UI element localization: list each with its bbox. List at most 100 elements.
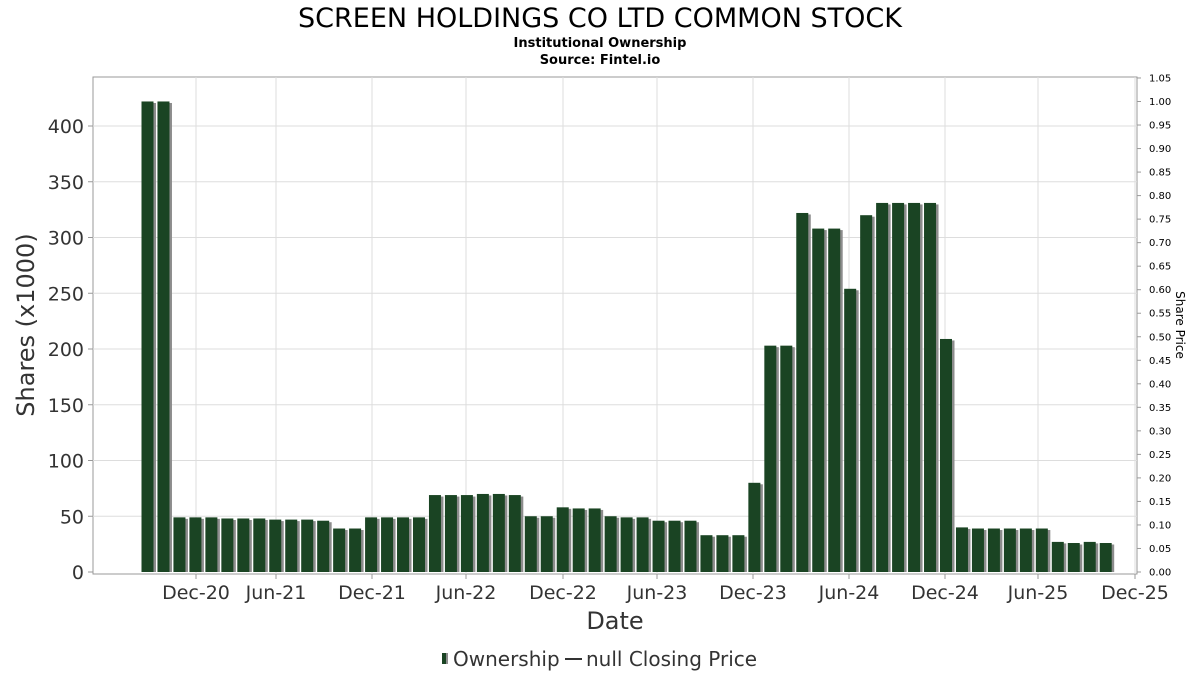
ownership-bar — [412, 517, 425, 572]
ownership-bar — [796, 212, 809, 572]
ownership-bar — [620, 517, 633, 572]
ownership-bar — [732, 535, 745, 572]
ownership-bar — [716, 535, 729, 572]
ownership-bar — [460, 495, 473, 572]
ownership-bar — [924, 202, 937, 572]
ownership-bar — [908, 202, 921, 572]
ownership-bar — [189, 517, 202, 572]
ownership-bar — [636, 517, 649, 572]
y2-tick-label: 0.45 — [1149, 356, 1171, 367]
x-tick-label: Dec-21 — [338, 582, 406, 604]
ownership-bar — [1035, 528, 1048, 572]
ownership-bar — [812, 228, 825, 572]
y2-tick-label: 0.15 — [1149, 497, 1171, 508]
ownership-bar — [317, 520, 330, 572]
y-tick-label: 100 — [48, 451, 84, 473]
legend-swatch-ownership-shadow — [446, 653, 448, 664]
x-tick-label: Dec-22 — [529, 582, 597, 604]
x-tick-label: Jun-24 — [818, 582, 880, 604]
ownership-bar — [940, 338, 952, 572]
chart-subtitle: Institutional Ownership — [514, 36, 687, 51]
x-axis-ticks: Dec-20 Jun-21 Dec-21 Jun-22 Dec-22 Jun-23 Dec-… — [162, 574, 1169, 604]
ownership-bar — [333, 528, 346, 572]
ownership-bar — [428, 495, 441, 572]
ownership-bar — [572, 508, 585, 572]
ownership-bar — [253, 518, 266, 572]
ownership-bar — [987, 528, 1000, 572]
y2-tick-label: 0.95 — [1149, 121, 1171, 132]
x-tick-label: Dec-20 — [162, 582, 230, 604]
y2-tick-label: 0.80 — [1149, 191, 1171, 202]
ownership-bar — [1003, 528, 1016, 572]
y2-tick-label: 0.10 — [1149, 520, 1171, 531]
x-tick-label: Dec-24 — [911, 582, 979, 604]
ownership-bar — [1099, 543, 1112, 572]
y2-tick-label: 0.05 — [1149, 544, 1171, 555]
ownership-bar — [1051, 541, 1064, 572]
y2-tick-label: 0.25 — [1149, 450, 1171, 461]
ownership-bar — [700, 535, 713, 572]
y2-tick-label: 0.20 — [1149, 473, 1171, 484]
ownership-bar — [285, 519, 298, 572]
y2-tick-label: 0.50 — [1149, 332, 1171, 343]
ownership-bar — [221, 518, 234, 572]
y-tick-label: 400 — [48, 116, 84, 138]
ownership-bar — [476, 493, 489, 572]
ownership-bar — [748, 482, 761, 572]
ownership-bar — [381, 517, 394, 572]
legend: Ownership null Closing Price — [442, 647, 757, 671]
ownership-bar — [1019, 528, 1032, 572]
ownership-bar — [237, 518, 250, 572]
ownership-bar — [492, 493, 505, 572]
y-tick-label: 150 — [48, 395, 84, 417]
ownership-bar — [828, 228, 841, 572]
y2-tick-label: 0.55 — [1149, 309, 1171, 320]
ownership-bar — [556, 507, 569, 572]
ownership-bar — [860, 215, 873, 572]
x-tick-label: Dec-23 — [719, 582, 787, 604]
ownership-bar — [668, 520, 681, 572]
grid-lines — [93, 77, 1137, 574]
x-tick-label: Jun-25 — [1007, 582, 1069, 604]
ownership-bar — [971, 528, 984, 572]
ownership-bar — [444, 495, 457, 572]
y2-tick-label: 1.00 — [1149, 97, 1171, 108]
y2-tick-label: 0.60 — [1149, 285, 1171, 296]
y-axis-label: Shares (x1000) — [12, 233, 40, 416]
ownership-bar — [141, 101, 154, 572]
ownership-bar — [1083, 541, 1096, 572]
chart-source: Source: Fintel.io — [540, 53, 661, 68]
y2-tick-label: 0.65 — [1149, 262, 1171, 273]
ownership-bar — [844, 288, 857, 572]
ownership-bar — [1067, 543, 1080, 572]
ownership-bar — [397, 517, 410, 572]
y2-tick-label: 1.05 — [1149, 73, 1171, 84]
y2-tick-label: 0.75 — [1149, 215, 1171, 226]
ownership-bar — [365, 517, 378, 572]
ownership-bar — [269, 519, 282, 572]
ownership-bar — [780, 345, 793, 572]
legend-label-closing-price: null Closing Price — [586, 647, 757, 671]
ownership-bar — [540, 516, 553, 572]
y2-tick-label: 0.35 — [1149, 403, 1171, 414]
legend-swatch-ownership — [442, 653, 446, 664]
y2-axis-ticks: 0.00 0.05 0.10 0.15 0.20 0.25 0.30 0.35 0.40 0.45… — [1137, 73, 1171, 579]
ownership-bar — [604, 516, 617, 572]
y-tick-label: 350 — [48, 172, 84, 194]
plot-area — [92, 76, 1138, 575]
y2-tick-label: 0.40 — [1149, 379, 1171, 390]
ownership-bar — [684, 520, 697, 572]
y-tick-label: 300 — [48, 228, 84, 250]
x-tick-label: Jun-22 — [435, 582, 497, 604]
ownership-bar — [764, 345, 777, 572]
ownership-bar — [588, 508, 601, 572]
y2-tick-label: 0.00 — [1149, 568, 1171, 579]
y2-axis-label: Share Price — [1173, 291, 1187, 359]
ownership-bar — [349, 528, 362, 572]
ownership-bar — [508, 495, 521, 572]
ownership-bar — [652, 520, 665, 572]
y-tick-label: 50 — [60, 506, 84, 528]
y-tick-label: 250 — [48, 283, 84, 305]
y2-tick-label: 0.90 — [1149, 144, 1171, 155]
